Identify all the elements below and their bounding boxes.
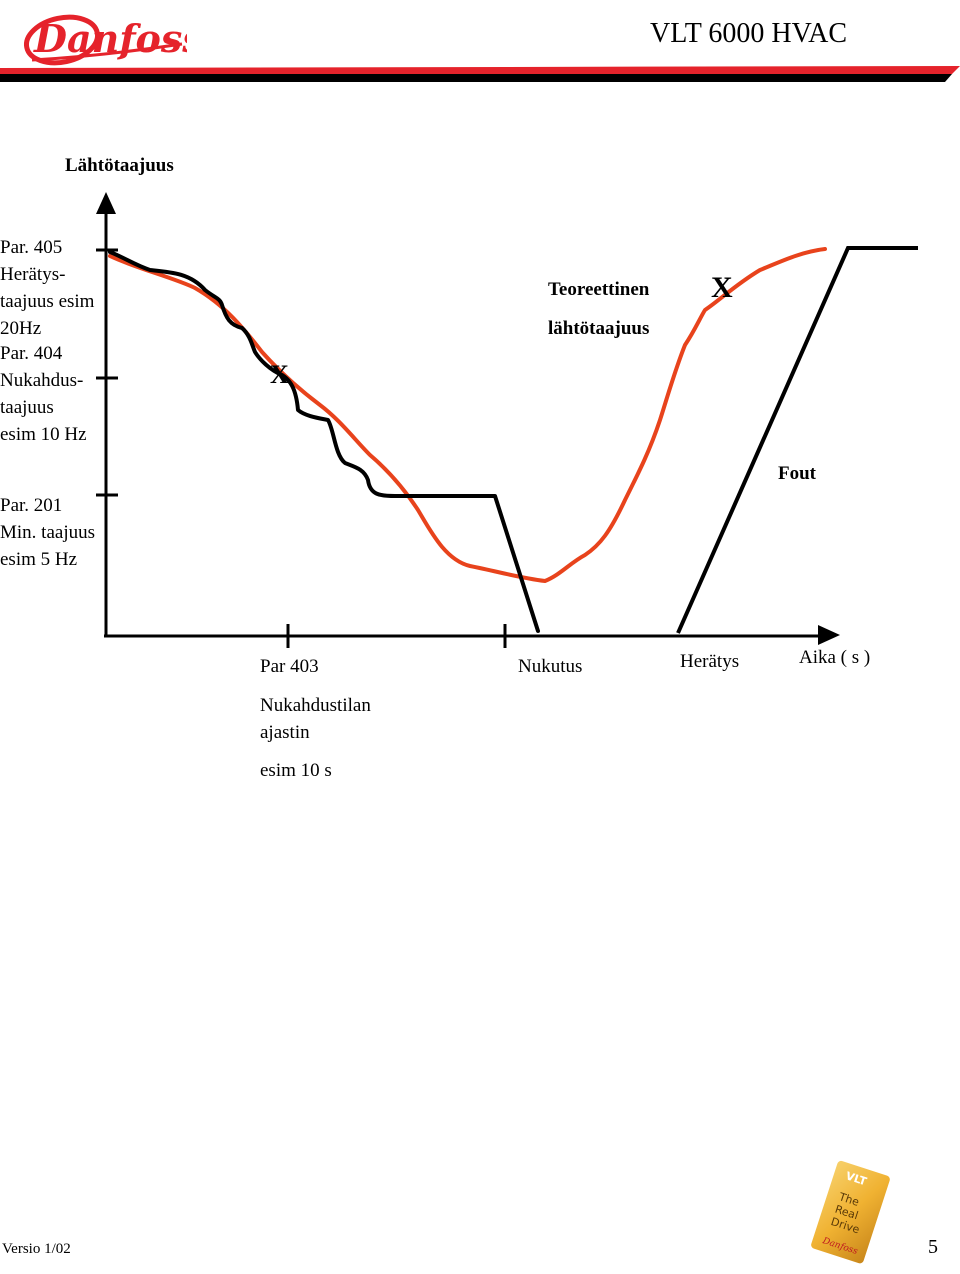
label-theoretical: Teoreettinen lähtötaajuus [548,276,649,342]
label-sleep-frequency: Par. 404 Nukahdus- taajuus esim 10 Hz [0,340,87,448]
x-axis-arrow [818,625,840,645]
theoretical-frequency-curve [108,247,827,583]
label-sleep: Nukutus [518,656,583,677]
label-line: taajuus [0,397,54,418]
y-axis-arrow [96,192,116,214]
label-line: Min. taajuus [0,522,95,543]
label-line: Par. 405 [0,237,63,258]
danfoss-logo: Danfoss [23,14,187,66]
label-line: Par. 201 [0,495,63,516]
label-line: Par. 404 [0,343,63,364]
label-sleep-timer: Nukahdustilan ajastin [260,692,371,746]
label-time-axis: Aika ( s ) [799,647,871,668]
document-title: VLT 6000 HVAC [650,18,848,49]
label-example-time: esim 10 s [260,760,332,781]
label-fout: Fout [778,463,816,484]
label-line: Herätys- [0,264,66,285]
marker-x-left: X [270,360,289,389]
label-min-frequency: Par. 201 Min. taajuus esim 5 Hz [0,492,95,573]
label-par403: Par 403 [260,656,319,677]
label-line: ajastin [260,722,310,743]
badge-line: The [836,1190,861,1209]
vlt-real-drive-badge: VLT The Real Drive Danfoss [811,1160,890,1264]
label-line: Teoreettinen [548,279,650,300]
label-line: esim 10 Hz [0,424,87,445]
label-line: 20Hz [0,318,42,339]
output-frequency-curve [108,250,540,633]
marker-x-right: X [711,271,733,304]
label-line: esim 5 Hz [0,549,78,570]
label-wake-frequency: Par. 405 Herätys- taajuus esim 20Hz [0,234,94,342]
wake-up-ramp [676,246,918,634]
label-wake: Herätys [680,651,740,672]
y-axis-title: Lähtötaajuus [65,155,174,176]
label-line: lähtötaajuus [548,318,650,339]
label-line: Nukahdustilan [260,695,371,716]
header-stripe [0,66,960,82]
label-line: taajuus esim [0,291,95,312]
page-number: 5 [928,1236,938,1258]
footer-version: Versio 1/02 [2,1241,71,1257]
badge-vlt: VLT [844,1169,869,1188]
label-line: Nukahdus- [0,370,84,391]
